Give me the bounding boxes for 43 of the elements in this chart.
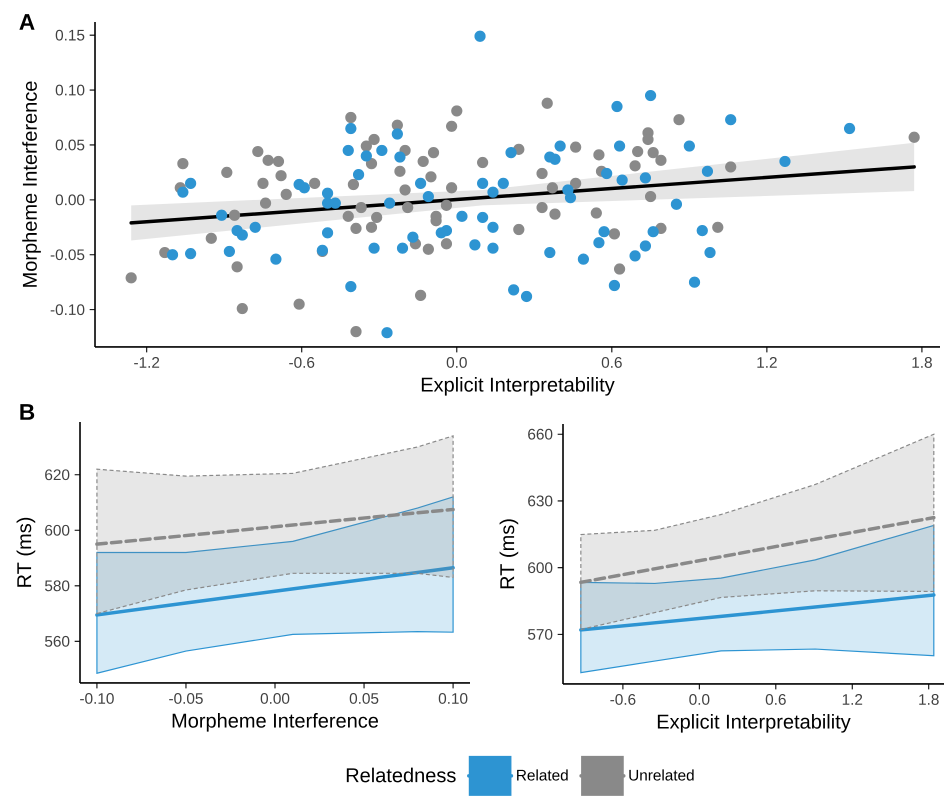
y-tick-label: 570 <box>528 628 552 640</box>
y-tick-label: 0.10 <box>56 84 84 96</box>
x-tick-label: 1.2 <box>757 357 777 368</box>
x-tick-label: 0.05 <box>350 693 378 704</box>
y-tick-label: 600 <box>45 524 70 536</box>
x-tick-label: 0.6 <box>766 694 786 705</box>
y-tick-label: 0.05 <box>56 140 84 150</box>
y-tick-label: 600 <box>528 562 552 574</box>
y-axis-title: Morpheme Interference <box>22 81 41 287</box>
x-axis-title: Morpheme Interference <box>172 713 378 732</box>
x-tick-label: -1.2 <box>134 357 160 368</box>
y-tick-label: 580 <box>44 580 70 592</box>
x-tick-label: 1.8 <box>919 694 939 705</box>
y-tick-label: 630 <box>528 496 552 506</box>
line-series <box>95 566 455 617</box>
x-tick-label: 1.8 <box>912 357 932 368</box>
y-axis-title: RT (ms) <box>16 518 36 587</box>
x-axis-title: Explicit Interpretability <box>422 377 615 396</box>
y-axis-title: RT (ms) <box>500 519 518 588</box>
y-tick-label: -0.05 <box>50 249 84 260</box>
x-tick-label: 0.0 <box>689 694 710 705</box>
x-tick-label: 0.10 <box>438 693 468 704</box>
x-tick-label: -0.6 <box>289 357 314 368</box>
chart-title: A <box>19 14 35 30</box>
x-tick-label: 0.00 <box>260 693 290 704</box>
y-tick-label: 620 <box>45 469 70 480</box>
y-tick-label: -0.10 <box>50 304 84 316</box>
y-tick-label: 0.00 <box>56 194 84 206</box>
x-tick-label: -0.10 <box>80 693 114 704</box>
x-tick-label: -0.6 <box>610 694 636 705</box>
x-tick-label: 0.0 <box>446 357 467 368</box>
line-series <box>95 508 455 546</box>
legend-label: Related <box>517 769 568 781</box>
x-tick-label: -0.05 <box>169 693 203 704</box>
y-tick-label: 660 <box>528 428 552 440</box>
x-tick-label: 0.6 <box>602 357 622 368</box>
chart-title: B <box>20 404 34 420</box>
legend-title: Relatedness <box>346 768 456 782</box>
x-tick-label: 1.2 <box>842 694 862 705</box>
x-axis-title: Explicit Interpretability <box>658 714 851 733</box>
y-tick-label: 0.15 <box>56 30 84 41</box>
y-tick-label: 560 <box>44 636 70 647</box>
legend-label: Unrelated <box>629 769 694 781</box>
